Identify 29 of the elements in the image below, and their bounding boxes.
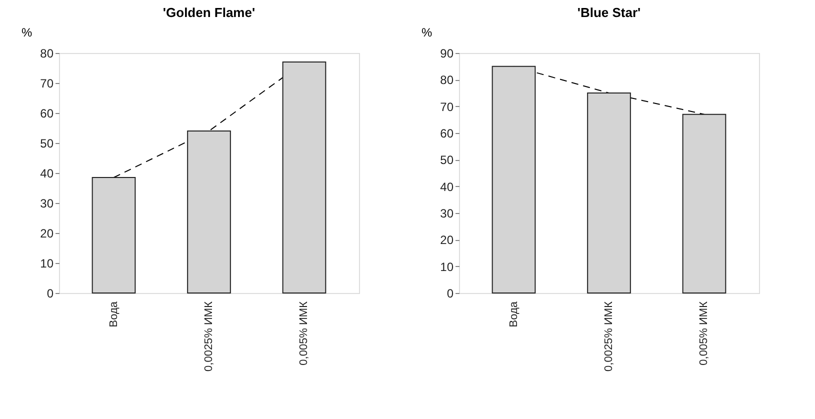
y-tick-label: 60 bbox=[440, 126, 454, 140]
x-tick-label: 0,005% ИМК bbox=[298, 300, 310, 366]
x-tick-label: 0,005% ИМК bbox=[698, 300, 710, 366]
y-tick-label: 40 bbox=[440, 180, 454, 194]
y-axis-title: % bbox=[22, 26, 32, 40]
x-tick-label: 0,0025% ИМК bbox=[603, 300, 615, 372]
y-tick-label: 90 bbox=[440, 46, 454, 60]
y-tick-label: 0 bbox=[46, 286, 54, 300]
y-tick-label: 80 bbox=[440, 73, 454, 88]
chart-title: 'Golden Flame' bbox=[162, 5, 256, 20]
y-tick-label: 50 bbox=[440, 153, 454, 168]
y-axis-title: % bbox=[422, 26, 432, 40]
y-tick-label: 70 bbox=[440, 100, 454, 114]
y-tick-label: 80 bbox=[40, 46, 54, 60]
y-tick-label: 30 bbox=[40, 196, 54, 210]
y-tick-label: 30 bbox=[440, 206, 454, 220]
y-tick-label: 50 bbox=[40, 136, 54, 150]
y-tick-label: 40 bbox=[40, 166, 54, 180]
y-tick-label: 0 bbox=[446, 286, 454, 300]
y-tick-label: 70 bbox=[40, 76, 54, 90]
y-tick-label: 20 bbox=[440, 233, 454, 248]
y-tick-label: 60 bbox=[40, 106, 54, 120]
y-tick-label: 20 bbox=[40, 226, 54, 240]
x-tick-label: Вода bbox=[108, 300, 120, 328]
y-tick-label: 10 bbox=[40, 256, 54, 270]
x-tick-label: 0,0025% ИМК bbox=[203, 300, 215, 372]
chart-title: 'Blue Star' bbox=[577, 5, 641, 20]
x-tick-label: Вода bbox=[508, 300, 520, 328]
y-tick-label: 10 bbox=[440, 260, 454, 274]
